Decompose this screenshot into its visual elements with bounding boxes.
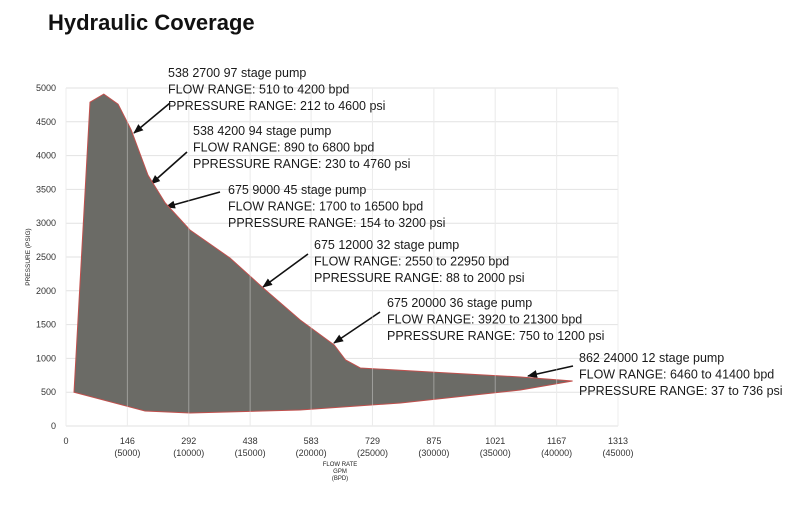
x-tick-secondary-label: (40000) <box>541 448 572 458</box>
y-tick-label: 1500 <box>36 320 56 330</box>
annotation: PPRESSURE RANGE: 154 to 3200 psi <box>228 216 445 230</box>
arrows <box>133 102 574 378</box>
annotation: 675 9000 45 stage pump <box>228 183 366 197</box>
annotation: PPRESSURE RANGE: 212 to 4600 psi <box>168 99 385 113</box>
annotation: FLOW RANGE: 510 to 4200 bpd <box>168 83 349 97</box>
arrow <box>333 311 381 344</box>
x-axis-label: GPM <box>333 469 347 475</box>
x-tick-label: 583 <box>304 436 319 446</box>
x-tick-label: 1313 <box>608 436 628 446</box>
x-tick-secondary-label: (5000) <box>114 448 140 458</box>
annotation: PPRESSURE RANGE: 37 to 736 psi <box>579 384 783 398</box>
y-tick-label: 500 <box>41 387 56 397</box>
y-tick-label: 3500 <box>36 184 56 194</box>
y-tick-label: 2500 <box>36 252 56 262</box>
x-tick-secondary-label: (10000) <box>173 448 204 458</box>
y-tick-label: 3000 <box>36 218 56 228</box>
arrow <box>527 365 574 378</box>
y-tick-label: 2000 <box>36 286 56 296</box>
x-tick-label: 292 <box>181 436 196 446</box>
x-axis-label: (BPD) <box>332 476 348 482</box>
x-tick-secondary-label: (45000) <box>602 448 633 458</box>
x-tick-label: 729 <box>365 436 380 446</box>
annotation: FLOW RANGE: 2550 to 22950 bpd <box>314 255 509 269</box>
annotation: FLOW RANGE: 6460 to 41400 bpd <box>579 368 774 382</box>
x-tick-label: 1167 <box>547 436 566 446</box>
arrow <box>262 253 309 288</box>
x-tick-secondary-label: (35000) <box>480 448 511 458</box>
annotation: FLOW RANGE: 3920 to 21300 bpd <box>387 313 582 327</box>
x-tick-label: 875 <box>426 436 441 446</box>
x-tick-label: 438 <box>243 436 258 446</box>
x-tick-label: 1021 <box>485 436 505 446</box>
annotation: PPRESSURE RANGE: 230 to 4760 psi <box>193 157 410 171</box>
annotation: 538 4200 94 stage pump <box>193 124 331 138</box>
annotation: 675 20000 36 stage pump <box>387 296 532 310</box>
x-tick-secondary-label: (15000) <box>235 448 266 458</box>
arrow <box>150 151 188 185</box>
y-tick-label: 4500 <box>36 117 56 127</box>
x-tick-secondary-label: (20000) <box>296 448 327 458</box>
x-tick-label: 146 <box>120 436 135 446</box>
annotation: 862 24000 12 stage pump <box>579 351 724 365</box>
x-tick-secondary-label: (25000) <box>357 448 388 458</box>
x-tick-secondary-label: (30000) <box>418 448 449 458</box>
x-tick-label: 0 <box>63 436 68 446</box>
x-axis-label: FLOW RATE <box>323 462 358 468</box>
arrow <box>165 191 221 209</box>
annotation: FLOW RANGE: 1700 to 16500 bpd <box>228 200 423 214</box>
annotation: PPRESSURE RANGE: 88 to 2000 psi <box>314 271 525 285</box>
chart-title: Hydraulic Coverage <box>48 10 255 35</box>
y-tick-label: 1000 <box>36 353 56 363</box>
y-tick-label: 4000 <box>36 151 56 161</box>
annotation: PPRESSURE RANGE: 750 to 1200 psi <box>387 329 604 343</box>
arrow <box>133 102 171 134</box>
y-tick-label: 0 <box>51 421 56 431</box>
y-axis-label: PRESSURE (PSIG) <box>25 228 32 285</box>
annotation: 538 2700 97 stage pump <box>168 66 306 80</box>
y-tick-label: 5000 <box>36 83 56 93</box>
coverage-area <box>73 93 573 414</box>
annotation: 675 12000 32 stage pump <box>314 238 459 252</box>
annotation: FLOW RANGE: 890 to 6800 bpd <box>193 141 374 155</box>
